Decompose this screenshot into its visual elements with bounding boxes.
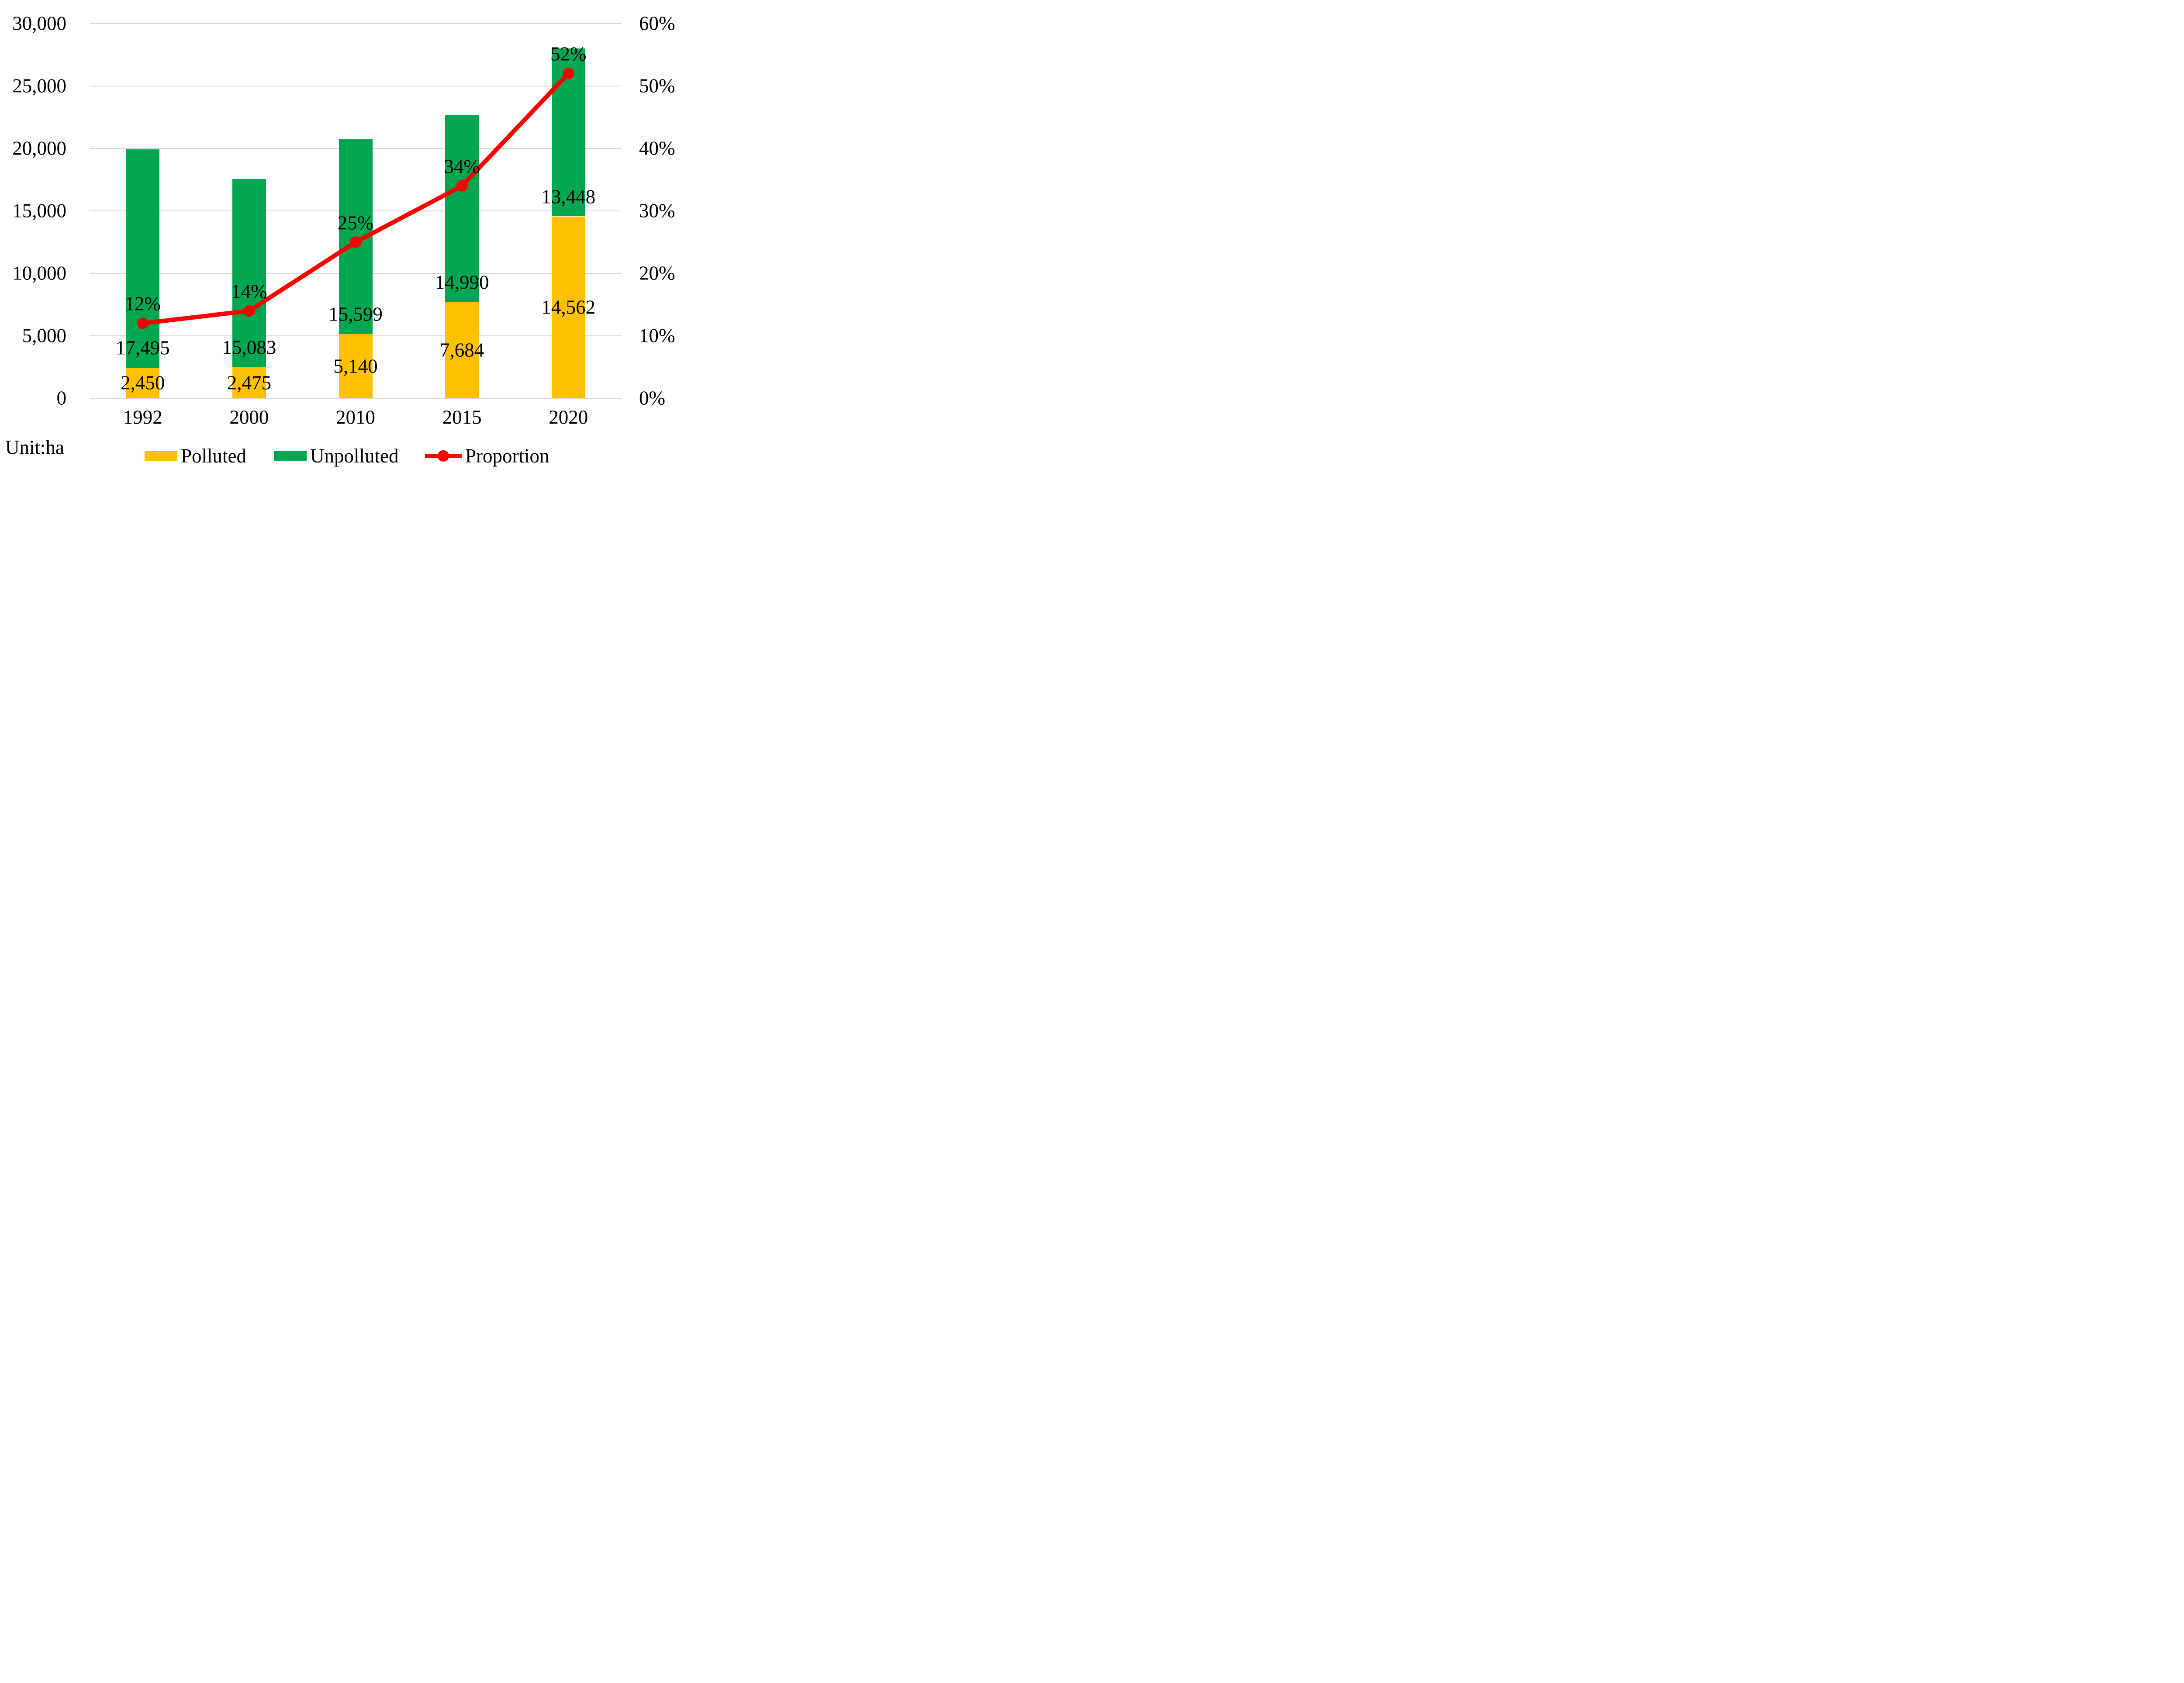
left-axis-tick-label: 10,000 — [12, 262, 66, 284]
right-axis-tick-label: 40% — [639, 137, 675, 159]
data-label-unpolluted: 14,990 — [435, 271, 489, 293]
combo-chart: 2,450 17,495 12% 2,475 15,083 14% 5,140 15,599 2… — [0, 0, 681, 473]
right-axis-tick-label: 20% — [639, 262, 675, 284]
legend-swatch-unpolluted — [274, 451, 307, 461]
legend-label-proportion: Proportion — [465, 445, 549, 467]
bar-segment-unpolluted — [445, 115, 479, 303]
x-axis-category-label: 2015 — [442, 406, 482, 428]
left-axis-tick-label: 30,000 — [12, 12, 66, 34]
data-label-polluted: 2,450 — [121, 372, 165, 394]
left-axis-tick-label: 5,000 — [22, 324, 66, 347]
unit-label: Unit:ha — [5, 436, 64, 459]
data-label-proportion: 52% — [550, 43, 587, 65]
data-label-proportion: 12% — [124, 293, 161, 315]
bar-segment-unpolluted — [232, 179, 266, 368]
legend-label-unpolluted: Unpolluted — [310, 445, 399, 467]
left-axis-tick-label: 20,000 — [12, 137, 66, 159]
proportion-marker — [137, 317, 149, 329]
x-axis-category-label: 2010 — [336, 406, 375, 428]
right-axis-tick-label: 60% — [639, 12, 675, 34]
data-label-unpolluted: 17,495 — [115, 337, 170, 359]
data-label-proportion: 25% — [337, 212, 374, 234]
data-label-polluted: 2,475 — [227, 372, 272, 394]
left-axis-tick-label: 15,000 — [12, 200, 66, 222]
legend-swatch-polluted — [145, 451, 177, 461]
proportion-marker — [563, 68, 574, 79]
line-series-layer — [0, 0, 681, 473]
gridline — [90, 23, 622, 24]
gridline — [90, 398, 622, 399]
bar-segment-polluted — [126, 367, 160, 398]
data-label-polluted: 7,684 — [439, 339, 484, 361]
bar-segment-polluted — [232, 367, 266, 398]
data-label-unpolluted: 15,083 — [222, 336, 276, 359]
right-axis-tick-label: 0% — [639, 387, 665, 409]
legend-item-unpolluted: Unpolluted — [274, 446, 398, 466]
proportion-line-svg — [137, 68, 574, 329]
bar-segment-unpolluted — [126, 149, 160, 368]
proportion-marker — [350, 236, 361, 248]
bar-segment-polluted — [339, 334, 373, 398]
data-label-proportion: 14% — [231, 280, 267, 303]
right-axis: 0% 10% 20% 30% 40% 50% 60% — [0, 0, 681, 473]
proportion-marker — [456, 180, 468, 192]
right-axis-tick-label: 10% — [639, 324, 675, 347]
left-axis-tick-label: 0 — [56, 387, 67, 409]
bar-segment-polluted — [551, 216, 585, 398]
legend: Polluted Unpolluted Proportion — [0, 0, 681, 473]
legend-line-marker-icon — [425, 450, 462, 462]
data-label-unpolluted: 15,599 — [328, 303, 383, 325]
data-label-polluted: 5,140 — [333, 355, 378, 377]
proportion-marker — [243, 305, 255, 317]
x-axis-category-label: 2020 — [549, 406, 588, 428]
x-axis-category-label: 1992 — [123, 406, 162, 428]
right-axis-tick-label: 50% — [639, 75, 675, 97]
legend-item-proportion: Proportion — [425, 446, 549, 466]
bar-segment-polluted — [445, 302, 479, 398]
legend-label-polluted: Polluted — [181, 445, 247, 467]
right-axis-tick-label: 30% — [639, 200, 675, 222]
legend-item-polluted: Polluted — [145, 446, 246, 466]
data-labels-layer: 2,450 17,495 12% 2,475 15,083 14% 5,140 15,599 2… — [0, 0, 681, 473]
left-axis: 0 5,000 10,000 15,000 20,000 25,000 30,000 — [0, 0, 681, 473]
data-label-polluted: 14,562 — [541, 296, 596, 318]
data-label-unpolluted: 13,448 — [541, 186, 596, 207]
x-axis: 1992 2000 2010 2015 2020 — [0, 0, 681, 473]
legend-marker-dot — [438, 450, 449, 462]
x-axis-category-label: 2000 — [229, 406, 269, 428]
left-axis-tick-label: 25,000 — [12, 75, 66, 97]
data-label-proportion: 34% — [444, 155, 480, 178]
